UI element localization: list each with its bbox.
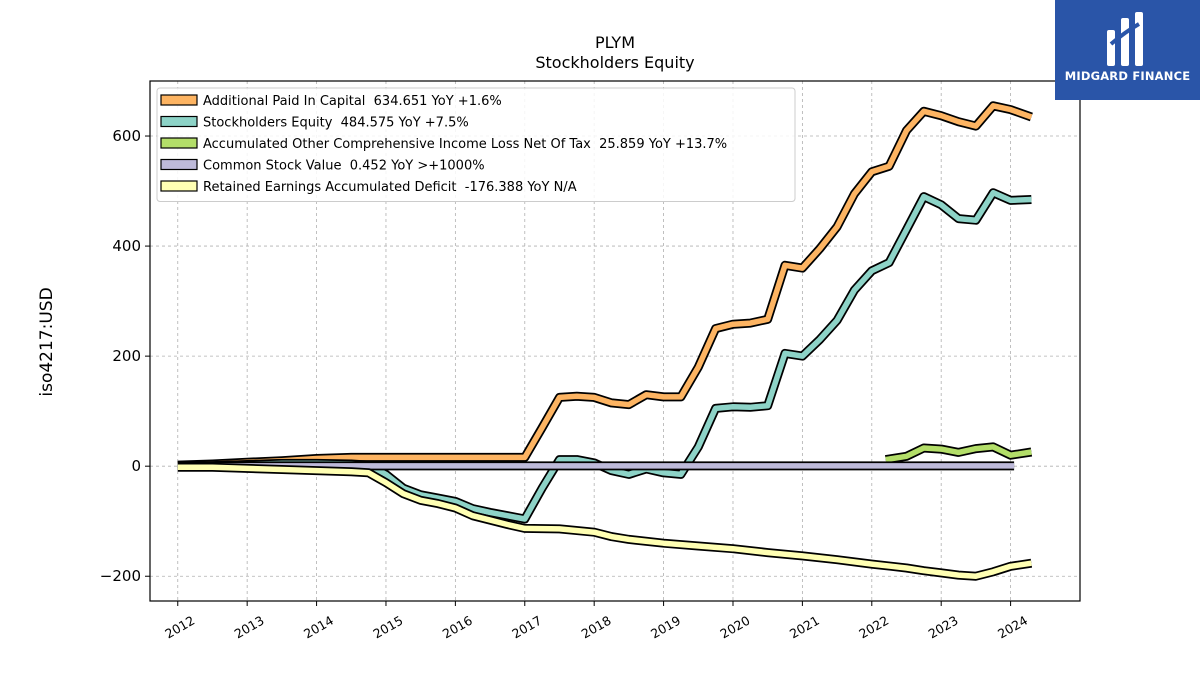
legend-swatch xyxy=(160,137,198,149)
legend-box xyxy=(156,87,796,202)
legend-label: Stockholders Equity 484.575 YoY +7.5% xyxy=(203,116,469,131)
x-tick-label: 2024 xyxy=(995,613,1030,642)
x-tick-label: 2014 xyxy=(301,613,336,642)
x-tick-label: 2021 xyxy=(787,613,822,642)
y-ticks: −200 0 200 400 600 xyxy=(100,127,150,585)
series-stroke xyxy=(177,464,1032,579)
legend-swatch xyxy=(160,158,198,171)
legend-label: Accumulated Other Comprehensive Income L… xyxy=(203,137,727,152)
x-tick-label: 2012 xyxy=(162,613,197,642)
x-tick-label: 2018 xyxy=(579,613,614,642)
y-tick-label: 400 xyxy=(112,237,141,255)
x-tick-label: 2015 xyxy=(370,613,405,642)
series-line-5 xyxy=(177,462,1033,581)
legend-label: Common Stock Value 0.452 YoY >+1000% xyxy=(203,159,485,174)
legend-swatch xyxy=(160,115,198,128)
midgard-logo-icon xyxy=(1107,12,1143,66)
x-tick-label: 2013 xyxy=(232,613,267,642)
x-tick-label: 2019 xyxy=(648,613,683,642)
legend-swatch xyxy=(160,94,198,106)
series-line-1 xyxy=(177,101,1033,470)
x-ticks: 2012 2013 2014 2015 2016 2017 2018 2019 2020 2021… xyxy=(162,601,1030,642)
brand-name: MIDGARD FINANCE xyxy=(1064,69,1191,83)
series-outline xyxy=(177,462,1033,581)
legend-label: Additional Paid In Capital 634.651 YoY +… xyxy=(203,94,502,109)
legend-label: Retained Earnings Accumulated Deficit -1… xyxy=(203,180,577,195)
x-tick-label: 2022 xyxy=(856,613,891,642)
series-stroke xyxy=(177,103,1033,468)
legend: Additional Paid In Capital 634.651 YoY +… xyxy=(156,87,796,202)
series-stroke xyxy=(885,444,1032,463)
chart-title: PLYM xyxy=(595,33,635,52)
legend-swatch xyxy=(160,180,198,192)
y-tick-label: 600 xyxy=(112,127,141,145)
y-tick-label: 0 xyxy=(131,457,141,475)
x-tick-label: 2020 xyxy=(717,613,752,642)
brand-logo: MIDGARD FINANCE xyxy=(1055,0,1200,100)
y-tick-label: 200 xyxy=(112,347,141,365)
x-tick-label: 2016 xyxy=(440,613,475,642)
y-axis-label: iso4217:USD xyxy=(37,287,57,396)
x-tick-label: 2023 xyxy=(926,613,961,642)
y-tick-label: −200 xyxy=(100,567,141,585)
series-lines xyxy=(177,101,1033,581)
series-line-3 xyxy=(884,442,1033,465)
x-tick-label: 2017 xyxy=(509,613,544,642)
chart-subtitle: Stockholders Equity xyxy=(535,53,694,72)
plot-area-frame xyxy=(149,80,1081,602)
